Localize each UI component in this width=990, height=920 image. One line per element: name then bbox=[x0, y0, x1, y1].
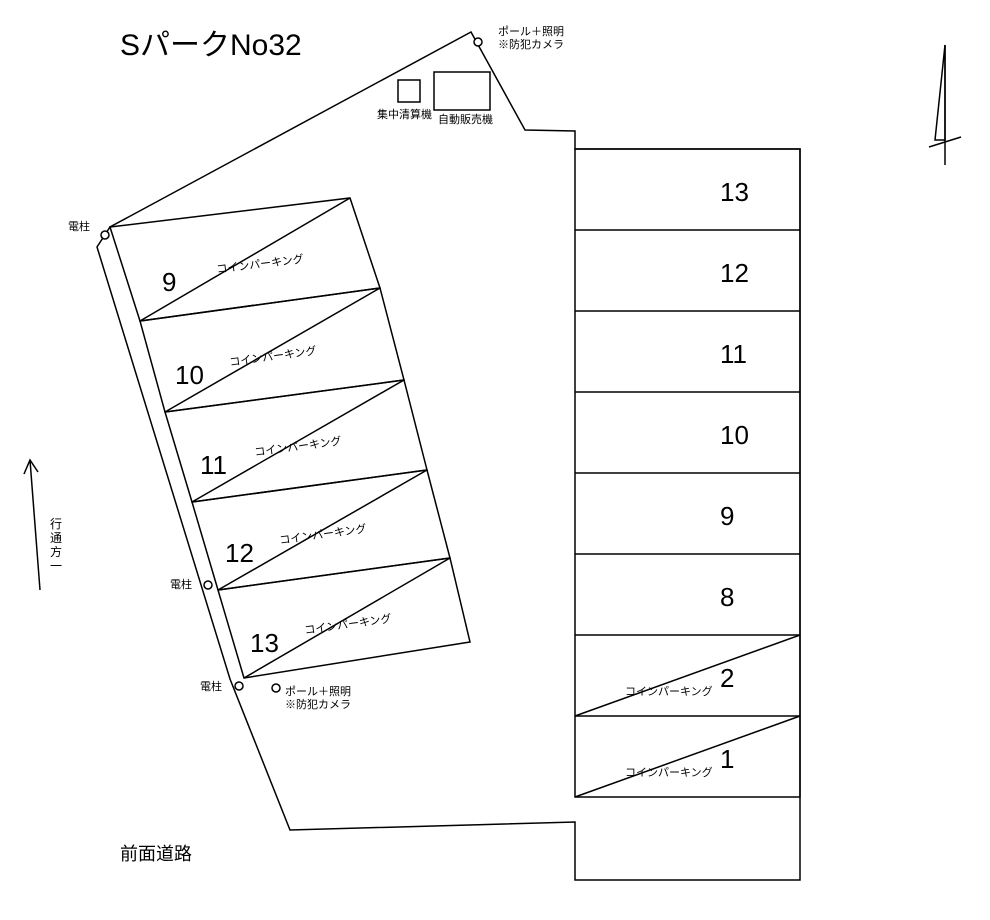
utility_pole-label: 電柱 bbox=[68, 219, 90, 233]
front-road-label: 前面道路 bbox=[120, 844, 192, 864]
slot-number: 9 bbox=[162, 267, 176, 297]
pole_light_camera-label2: ※防犯カメラ bbox=[285, 697, 351, 711]
payment-machine-box-label: 集中清算機 bbox=[377, 107, 432, 121]
slot-number: 12 bbox=[720, 258, 749, 288]
utility_pole-label: 電柱 bbox=[200, 679, 222, 693]
utility_pole-icon bbox=[235, 682, 243, 690]
vending-machine-box-label: 自動販売機 bbox=[438, 112, 493, 126]
slot-number: 13 bbox=[720, 177, 749, 207]
slot-number: 2 bbox=[720, 663, 734, 693]
pole_light_camera-icon bbox=[272, 684, 280, 692]
pole_light_camera-label: ポール＋照明 bbox=[498, 25, 564, 38]
slot-number: 8 bbox=[720, 582, 734, 612]
lot-title: SパークNo32 bbox=[120, 29, 302, 62]
slot-number: 13 bbox=[250, 628, 279, 658]
slot-number: 9 bbox=[720, 501, 734, 531]
slot-number: 1 bbox=[720, 744, 734, 774]
slot-number: 11 bbox=[200, 450, 227, 480]
slot-number: 10 bbox=[175, 360, 204, 390]
slot-number: 12 bbox=[225, 538, 254, 568]
canvas-bg bbox=[0, 0, 990, 920]
one-way-label-char: 通 bbox=[50, 531, 62, 545]
slot-number: 10 bbox=[720, 420, 749, 450]
pole_light_camera-icon bbox=[474, 38, 482, 46]
pole_light_camera-label2: ※防犯カメラ bbox=[498, 37, 564, 51]
one-way-label-char: 方 bbox=[50, 544, 62, 559]
coin-parking-label: コインパーキング bbox=[625, 765, 713, 779]
coin-parking-label: コインパーキング bbox=[625, 684, 713, 698]
one-way-label-char: 一 bbox=[50, 559, 62, 573]
utility_pole-icon bbox=[101, 231, 109, 239]
utility_pole-icon bbox=[204, 581, 212, 589]
utility_pole-label: 電柱 bbox=[170, 577, 192, 591]
pole_light_camera-label: ポール＋照明 bbox=[285, 685, 351, 698]
one-way-label-char: 行 bbox=[50, 517, 62, 531]
slot-number: 11 bbox=[720, 339, 747, 369]
